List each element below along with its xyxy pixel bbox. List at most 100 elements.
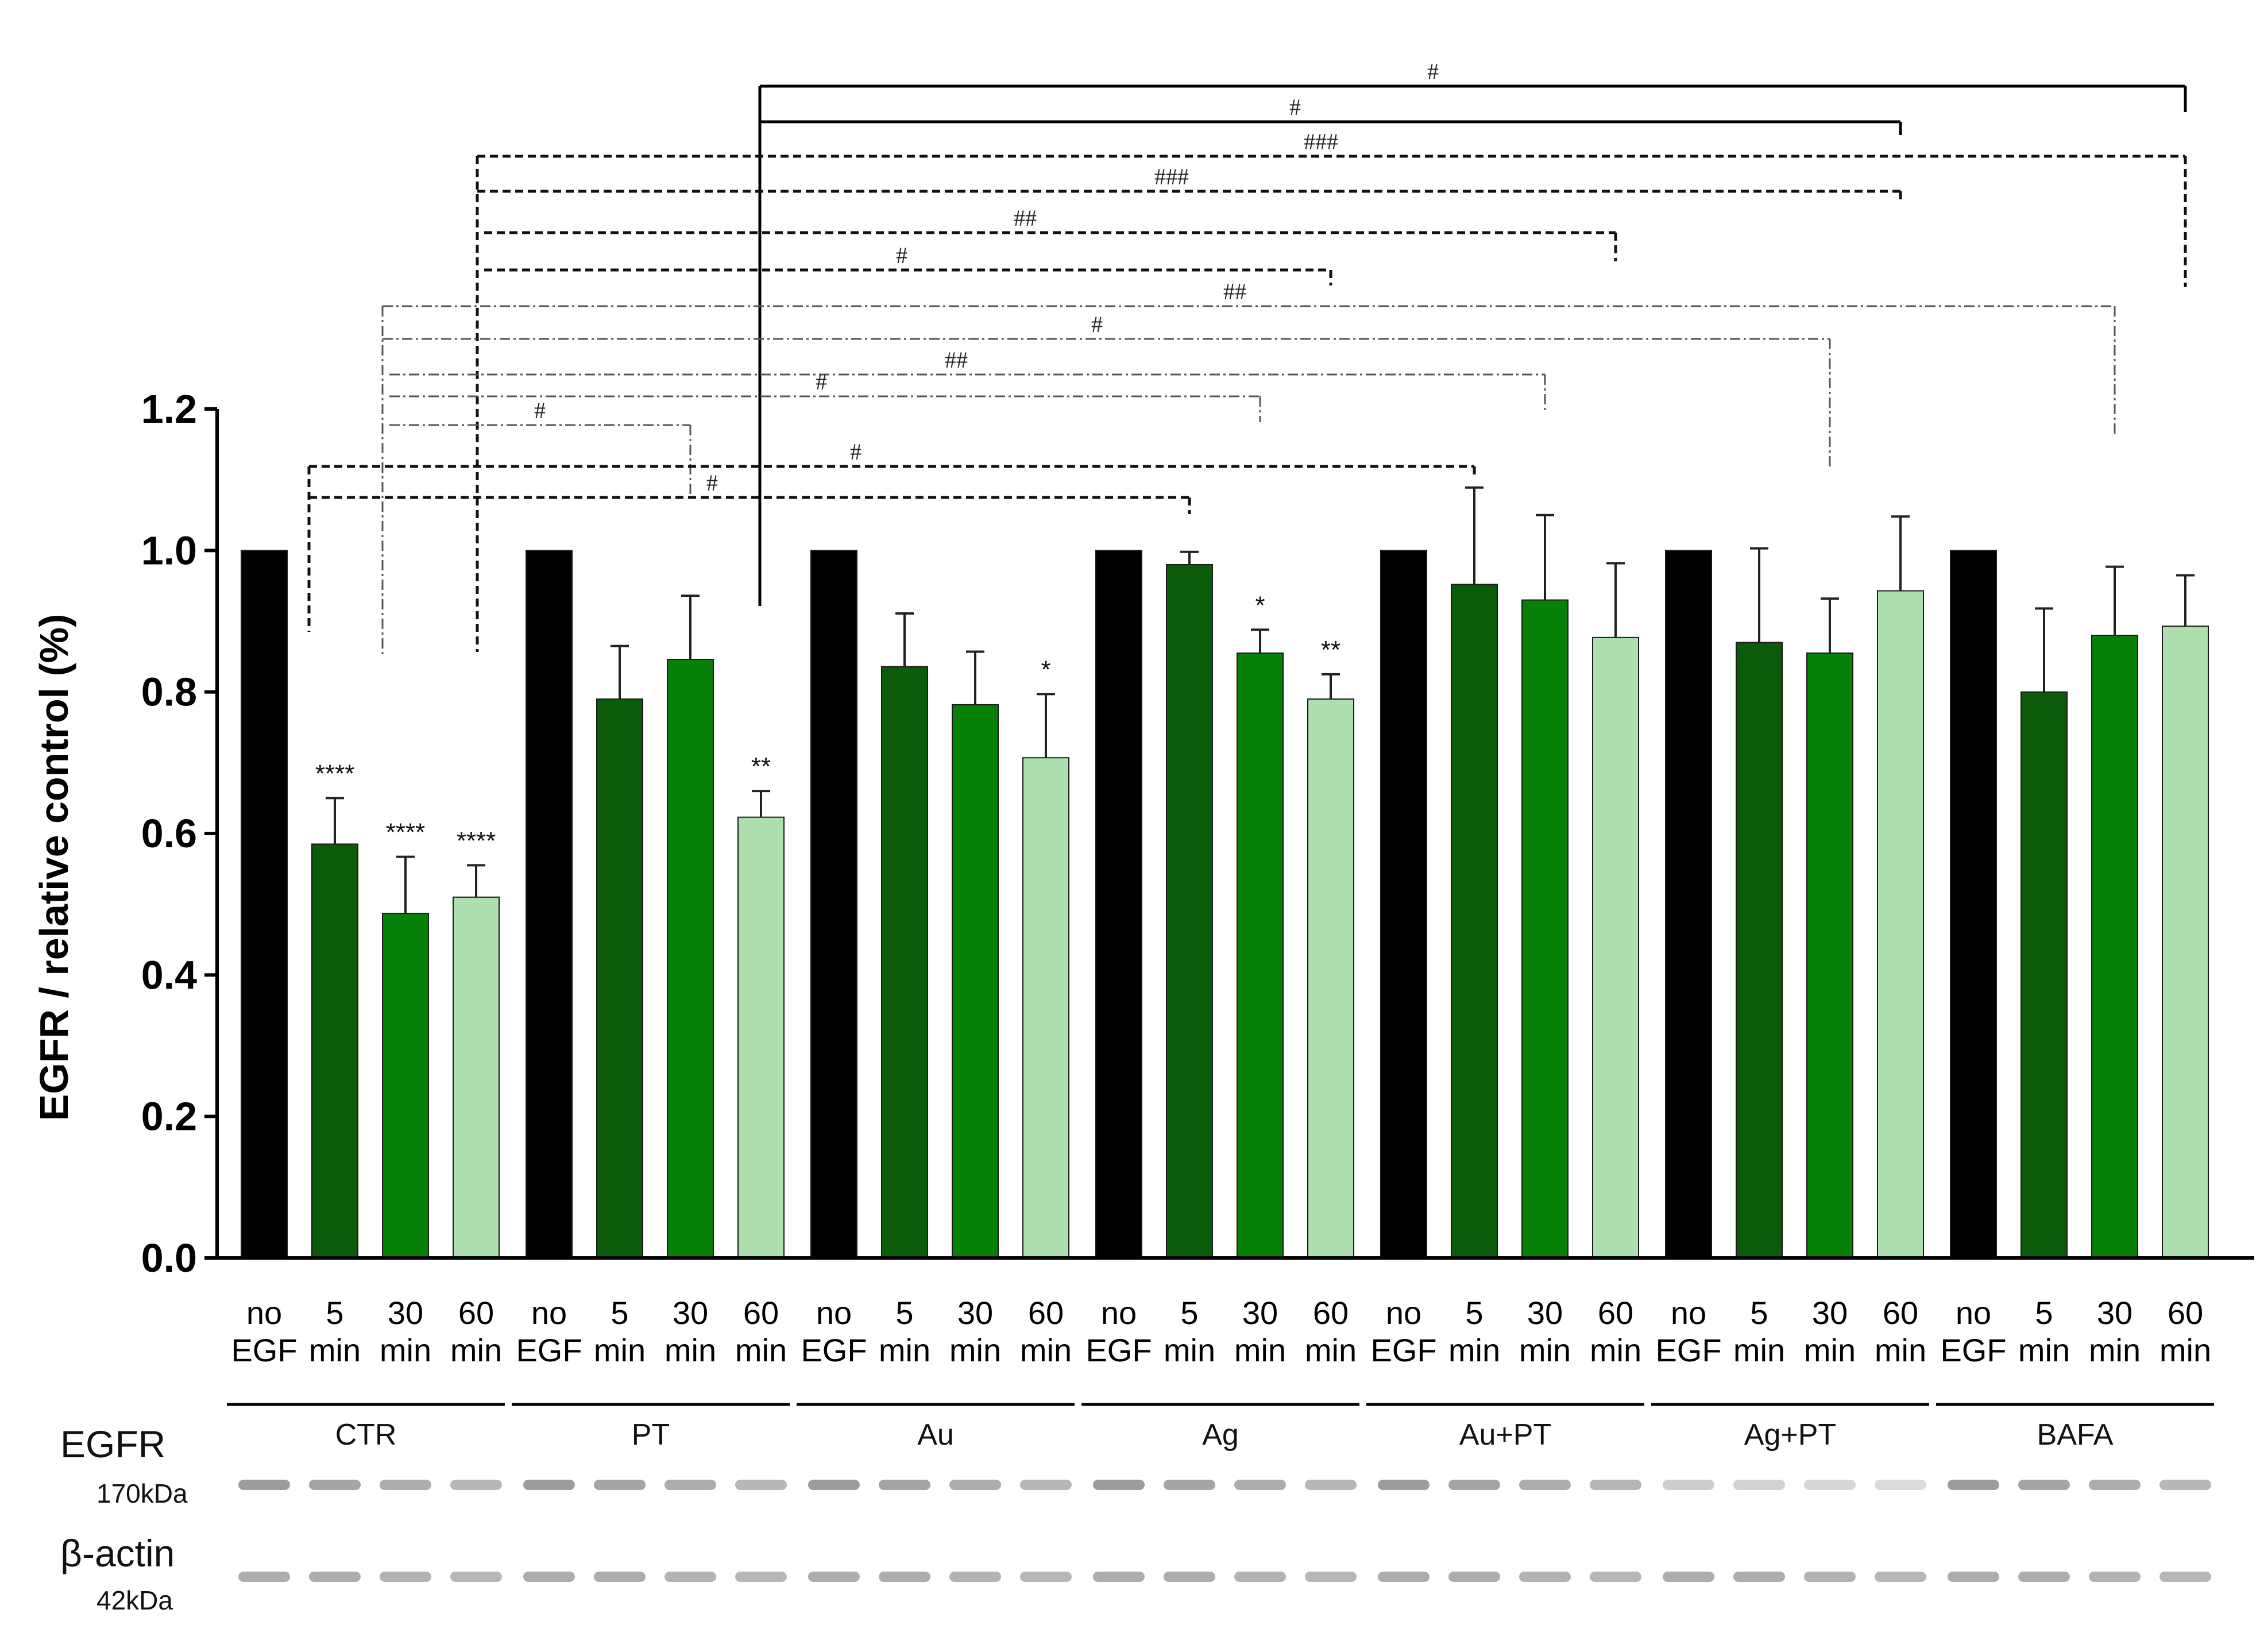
bar [1380, 550, 1427, 1259]
blot-egfr-label: EGFR [60, 1423, 165, 1465]
actin-band [1448, 1572, 1500, 1582]
bar [382, 913, 429, 1259]
bar [1022, 757, 1069, 1259]
x-tick-label: 30 [957, 1295, 993, 1331]
x-tick-label: min [1164, 1332, 1215, 1368]
bar [241, 550, 288, 1259]
egfr-band [380, 1480, 431, 1490]
group-label: BAFA [2037, 1418, 2114, 1452]
x-tick-label: 5 [326, 1295, 343, 1331]
actin-band [594, 1572, 646, 1582]
comparison-label: # [1427, 59, 1439, 84]
egfr-band [1733, 1480, 1785, 1490]
significance-label: * [1255, 591, 1265, 619]
egfr-band [1948, 1480, 1999, 1490]
actin-band [309, 1572, 361, 1582]
egfr-band [309, 1480, 361, 1490]
x-tick-label: min [450, 1332, 502, 1368]
bar [2162, 626, 2209, 1259]
x-tick-label: 60 [1028, 1295, 1064, 1331]
x-tick-label: min [1305, 1332, 1357, 1368]
comparison-label: # [706, 470, 718, 496]
x-tick-label: EGF [1370, 1332, 1436, 1368]
egfr-band [1663, 1480, 1714, 1490]
x-tick-label: min [1804, 1332, 1856, 1368]
x-tick-label: 30 [1242, 1295, 1278, 1331]
actin-band [808, 1572, 860, 1582]
bar [1237, 652, 1284, 1259]
x-tick-label: min [2159, 1332, 2211, 1368]
axes: 0.0 0.2 0.4 0.6 0.8 1.0 1.2 [141, 387, 2254, 1280]
x-tick-label: min [1875, 1332, 1926, 1368]
bar [596, 698, 643, 1259]
x-tick-label: min [1234, 1332, 1286, 1368]
egfr-band [594, 1480, 646, 1490]
egfr-band [2089, 1480, 2141, 1490]
bar [1521, 599, 1569, 1259]
comparison-label: # [1091, 311, 1103, 337]
x-tick-label: no [1956, 1295, 1991, 1331]
comparison-label: # [816, 369, 827, 395]
bar [453, 896, 500, 1259]
x-tick-label: min [2089, 1332, 2141, 1368]
bar [1592, 636, 1639, 1259]
actin-band [1804, 1572, 1856, 1582]
x-tick-label: 5 [1750, 1295, 1768, 1331]
actin-band [1519, 1572, 1571, 1582]
x-tick-label: 5 [611, 1295, 628, 1331]
egfr-band [1804, 1480, 1856, 1490]
egfr-band [1164, 1480, 1215, 1490]
x-tick-label: 30 [2097, 1295, 2132, 1331]
y-axis-label: EGFR / relative control (%) [32, 614, 76, 1121]
bar [1950, 550, 1997, 1259]
actin-band [879, 1572, 930, 1582]
actin-band [1378, 1572, 1430, 1582]
significance-label: * [1041, 655, 1050, 684]
x-tick-label: 5 [895, 1295, 913, 1331]
actin-band [238, 1572, 290, 1582]
egfr-band [1378, 1480, 1430, 1490]
significance-label: **** [457, 827, 496, 855]
y-tick-label: 0.4 [141, 952, 197, 997]
x-tick-label: no [1386, 1295, 1421, 1331]
egfr-band [735, 1480, 787, 1490]
comparison-label: ## [945, 347, 968, 373]
actin-band [450, 1572, 502, 1582]
actin-band [949, 1572, 1001, 1582]
actin-band [1020, 1572, 1072, 1582]
bar [810, 550, 857, 1259]
comparison-label: ### [1304, 129, 1338, 155]
group-label: Ag [1202, 1418, 1239, 1452]
bar [667, 659, 714, 1259]
group-label: Au [917, 1418, 954, 1452]
comparison-label: ### [1154, 164, 1189, 190]
actin-band [1875, 1572, 1926, 1582]
actin-band [1663, 1572, 1714, 1582]
y-tick-label: 1.2 [141, 387, 197, 431]
bar [1877, 590, 1924, 1259]
egfr-band [808, 1480, 860, 1490]
group-label: CTR [335, 1418, 397, 1452]
egfr-band [1590, 1480, 1641, 1490]
x-tick-label: min [1590, 1332, 1641, 1368]
actin-band [380, 1572, 431, 1582]
x-tick-label: 30 [673, 1295, 708, 1331]
y-tick-label: 0.0 [141, 1236, 197, 1280]
x-tick-label: 5 [1180, 1295, 1198, 1331]
bar [1806, 652, 1853, 1259]
x-tick-label: EGF [1655, 1332, 1721, 1368]
egfr-band [238, 1480, 290, 1490]
bar [1451, 584, 1498, 1259]
blot-actin-label: β-actin [60, 1532, 175, 1574]
x-tick-labels: noEGF5min30min60minnoEGF5min30min60minno… [231, 1295, 2211, 1368]
x-tick-label: min [879, 1332, 930, 1368]
significance-label: **** [315, 759, 355, 788]
bar [1736, 642, 1783, 1259]
x-tick-label: no [816, 1295, 852, 1331]
bar [737, 816, 785, 1259]
x-tick-label: min [2018, 1332, 2070, 1368]
comparison-label: # [1289, 94, 1301, 120]
actin-band [665, 1572, 716, 1582]
egfr-band [1305, 1480, 1357, 1490]
x-tick-label: no [1671, 1295, 1706, 1331]
